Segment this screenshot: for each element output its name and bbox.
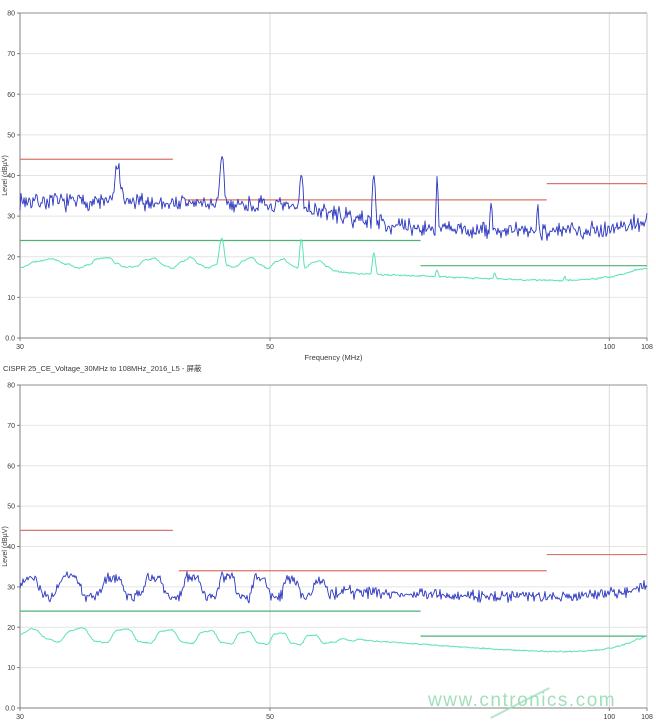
y-tick-label: 70 bbox=[7, 51, 15, 58]
peak-trace bbox=[19, 155, 648, 241]
x-tick-label: 50 bbox=[266, 714, 274, 721]
y-tick-label: 60 bbox=[7, 463, 15, 470]
y-tick-label: 0.0 bbox=[5, 336, 15, 343]
x-tick-label: 30 bbox=[16, 344, 24, 351]
x-axis-title: Frequency (MHz) bbox=[305, 353, 363, 362]
y-tick-label: 30 bbox=[7, 214, 15, 221]
y-tick-label: 10 bbox=[7, 665, 15, 672]
y-tick-label: 20 bbox=[7, 254, 15, 261]
y-tick-label: 50 bbox=[7, 504, 15, 511]
emc-chart-bottom: 0.0 10 20 30 40 50 60 70 80 30 50 100 108 Level (dBµV… bbox=[2, 383, 653, 722]
y-tick-label: 40 bbox=[7, 173, 15, 180]
x-tick-label: 100 bbox=[603, 344, 615, 351]
x-tick-label: 100 bbox=[603, 714, 615, 721]
chart-bottom-title: CISPR 25_CE_Voltage_30MHz to 108MHz_2016… bbox=[3, 364, 202, 373]
y-tick-label: 80 bbox=[7, 11, 15, 18]
y-tick-label: 0.0 bbox=[5, 706, 15, 713]
emc-chart-top: 0.0 10 20 30 40 50 60 70 80 30 50 100 108 Frequency (… bbox=[2, 11, 653, 363]
y-tick-label: 40 bbox=[7, 544, 15, 551]
avg-trace bbox=[19, 627, 648, 653]
avg-trace bbox=[19, 237, 648, 282]
x-tick-label: 30 bbox=[16, 714, 24, 721]
y-axis-title: Level (dBµV) bbox=[2, 526, 9, 567]
y-tick-label: 80 bbox=[7, 383, 15, 390]
x-tick-label: 108 bbox=[641, 344, 653, 351]
y-tick-label: 20 bbox=[7, 625, 15, 632]
y-tick-label: 60 bbox=[7, 92, 15, 99]
y-tick-label: 70 bbox=[7, 423, 15, 430]
y-tick-label: 10 bbox=[7, 295, 15, 302]
x-tick-label: 50 bbox=[266, 344, 274, 351]
y-axis-title: Level (dBµV) bbox=[2, 155, 9, 196]
site-watermark: www.cntronics.com bbox=[428, 690, 617, 711]
x-tick-label: 108 bbox=[641, 714, 653, 721]
y-tick-label: 30 bbox=[7, 584, 15, 591]
peak-trace bbox=[19, 571, 648, 604]
y-tick-label: 50 bbox=[7, 132, 15, 139]
